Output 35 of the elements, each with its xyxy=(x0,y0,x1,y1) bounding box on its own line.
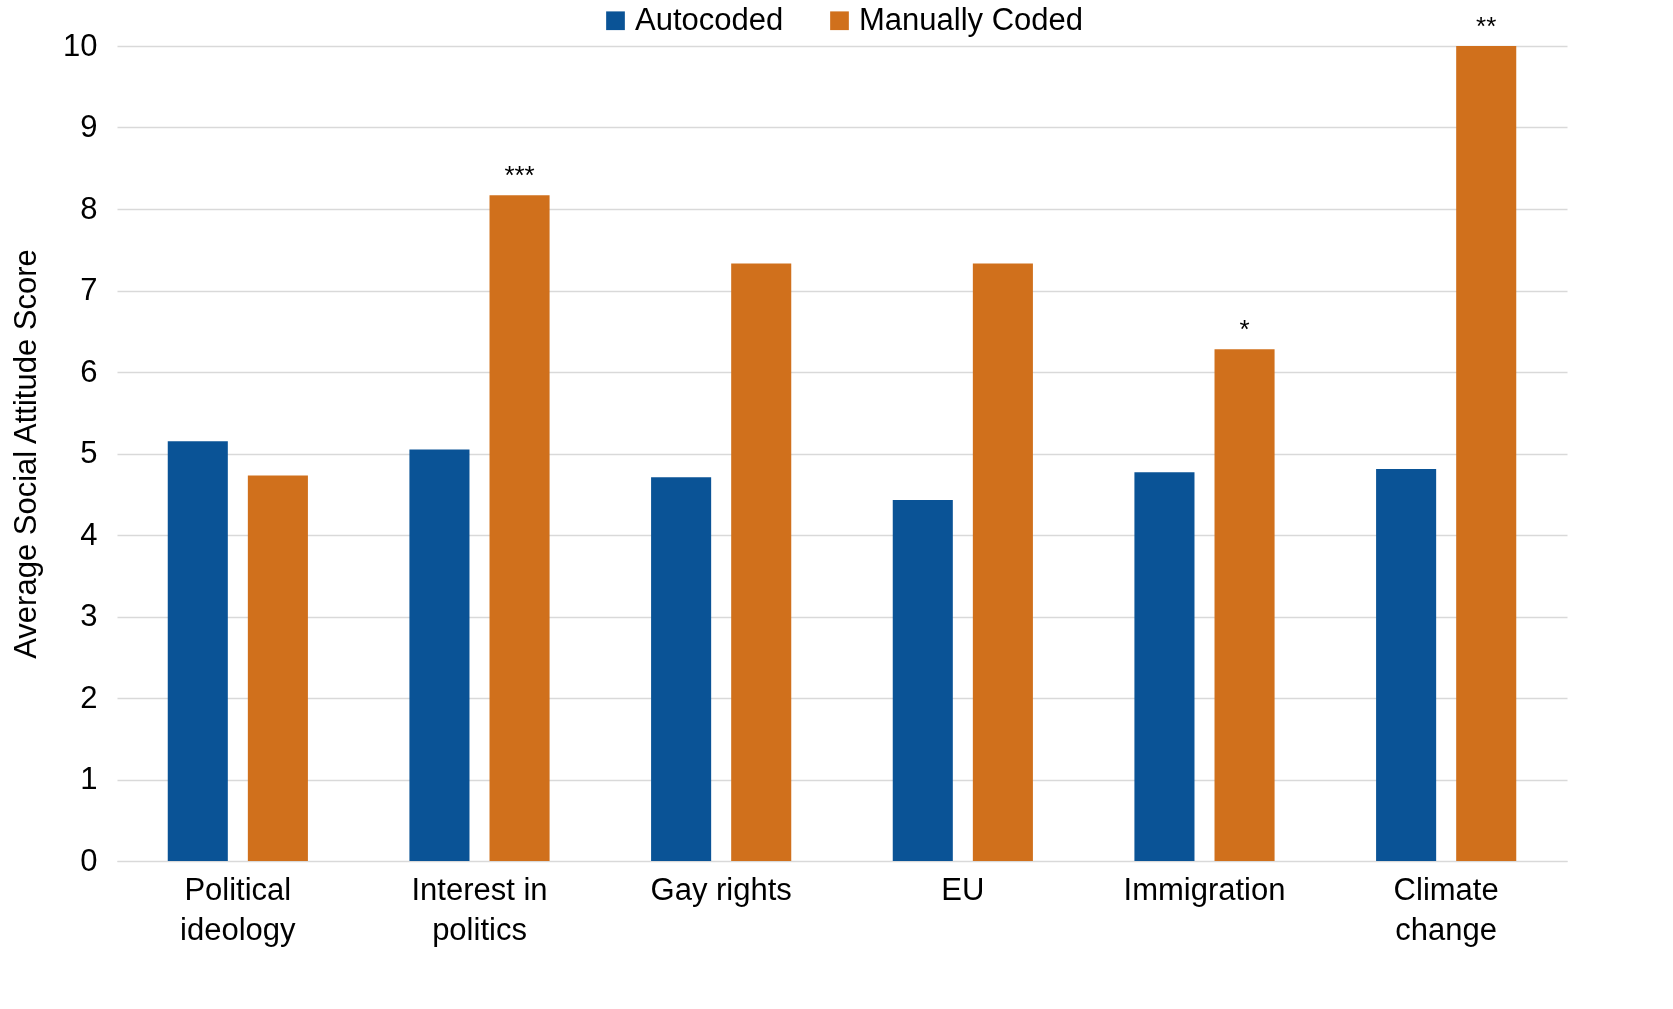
y-tick-label: 7 xyxy=(80,272,98,307)
legend-label: Manually Coded xyxy=(859,1,1084,37)
y-axis-title: Average Social Attitude Score xyxy=(8,249,44,659)
y-tick-label: 8 xyxy=(80,190,98,226)
x-tick-label: Gay rights xyxy=(650,871,792,907)
bar xyxy=(892,499,953,861)
y-tick-label: 3 xyxy=(80,598,98,633)
bar xyxy=(731,263,792,861)
x-tick-label: Political ideology xyxy=(180,871,297,947)
y-tick-label: 6 xyxy=(80,353,98,389)
x-tick-label: EU xyxy=(941,871,985,907)
bar xyxy=(409,449,470,861)
bar xyxy=(1214,349,1275,861)
bar xyxy=(1376,468,1437,861)
data-label: * xyxy=(1239,314,1250,345)
y-tick-label: 10 xyxy=(63,27,98,63)
x-tick-label: Interest in politics xyxy=(411,871,548,947)
bar xyxy=(651,477,712,861)
bar xyxy=(972,263,1033,861)
y-tick-label: 4 xyxy=(80,516,98,552)
legend-label: Autocoded xyxy=(635,1,784,37)
y-tick-label: 0 xyxy=(80,842,98,878)
data-label: *** xyxy=(504,160,535,191)
data-label: ** xyxy=(1476,11,1497,41)
bar xyxy=(1134,472,1195,861)
bar xyxy=(247,475,308,861)
bar xyxy=(1456,46,1517,861)
bar xyxy=(489,195,550,861)
y-tick-label: 1 xyxy=(80,761,98,796)
bar xyxy=(167,441,228,861)
x-tick-label: Immigration xyxy=(1123,871,1286,907)
y-tick-label: 9 xyxy=(80,109,98,144)
y-tick-label: 2 xyxy=(80,679,98,715)
y-tick-label: 5 xyxy=(80,435,98,470)
x-tick-label: Climate change xyxy=(1393,871,1499,947)
